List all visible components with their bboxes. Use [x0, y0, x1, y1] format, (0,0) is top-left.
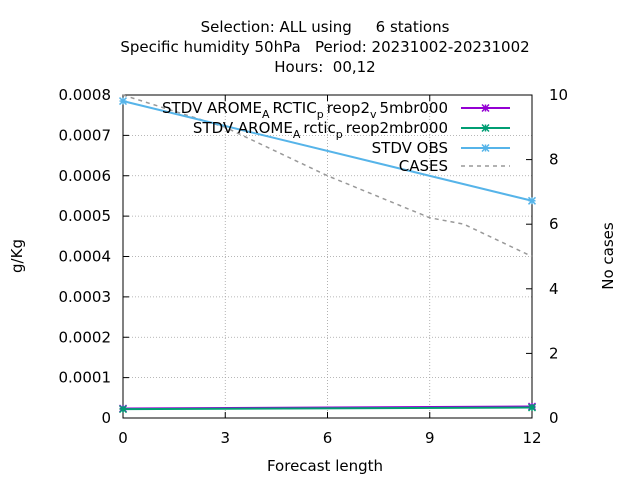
y-tick-label: 0.0004 [59, 248, 112, 266]
y2-tick-label: 10 [549, 86, 568, 104]
y-tick-label: 0 [101, 409, 111, 427]
x-tick-label: 3 [220, 429, 230, 447]
y-tick-label: 0.0005 [59, 207, 112, 225]
legend-marker [481, 143, 490, 153]
y-tick-label: 0.0007 [59, 126, 112, 144]
y2-tick-label: 6 [549, 215, 559, 233]
x-axis-label: Forecast length [267, 457, 383, 475]
y2-tick-label: 4 [549, 280, 559, 298]
x-tick-labels: 0 3 6 9 12 [118, 429, 541, 447]
chart-title-line-2: Specific humidity 50hPa Period: 20231002… [120, 38, 530, 56]
y2-tick-label: 2 [549, 344, 559, 362]
y-tick-labels: 0 0.0001 0.0002 0.0003 0.0004 0.0005 0.0006 0.0… [59, 86, 112, 427]
series-1 [118, 403, 537, 414]
y-tick-label: 0.0001 [59, 369, 112, 387]
data-point [118, 405, 128, 414]
series-2 [118, 97, 537, 205]
series-3 [122, 94, 533, 258]
y-tick-label: 0.0006 [59, 167, 112, 185]
legend-entry-label: CASES [399, 157, 448, 175]
x-tick-label: 12 [522, 429, 541, 447]
legend-entry-label: STDV OBS [372, 139, 448, 157]
series-line [122, 406, 533, 411]
chart-title-line-1: Selection: ALL using 6 stations [200, 18, 450, 36]
legend-marker [481, 123, 490, 133]
y2-axis-label: No cases [599, 222, 617, 290]
legend-marker [481, 103, 490, 113]
y2-tick-label: 8 [549, 151, 559, 169]
series-line [122, 94, 533, 258]
y-axis-label: g/Kg [8, 239, 26, 273]
y-tick-label: 0.0002 [59, 328, 112, 346]
y2-tick-label: 0 [549, 409, 559, 427]
x-tick-label: 6 [323, 429, 333, 447]
y-tick-label: 0.0008 [59, 86, 112, 104]
y2-tick-labels: 0 2 4 6 8 10 [549, 86, 568, 427]
data-point [118, 97, 128, 106]
legend-entry-label: STDV AROMEA rcticp reop2mbr000 [193, 119, 448, 141]
x-tick-label: 0 [118, 429, 128, 447]
grid-lines [123, 95, 532, 418]
y-tick-label: 0.0003 [59, 288, 112, 306]
data-point [527, 403, 537, 412]
data-point [527, 196, 537, 205]
series-line [122, 100, 533, 202]
x-tick-label: 9 [425, 429, 435, 447]
series-layer [118, 94, 537, 414]
legend-entry-label: STDV AROMEA RCTICp reop2v 5mbr000 [162, 99, 448, 121]
chart-title-line-3: Hours: 00,12 [274, 58, 376, 76]
